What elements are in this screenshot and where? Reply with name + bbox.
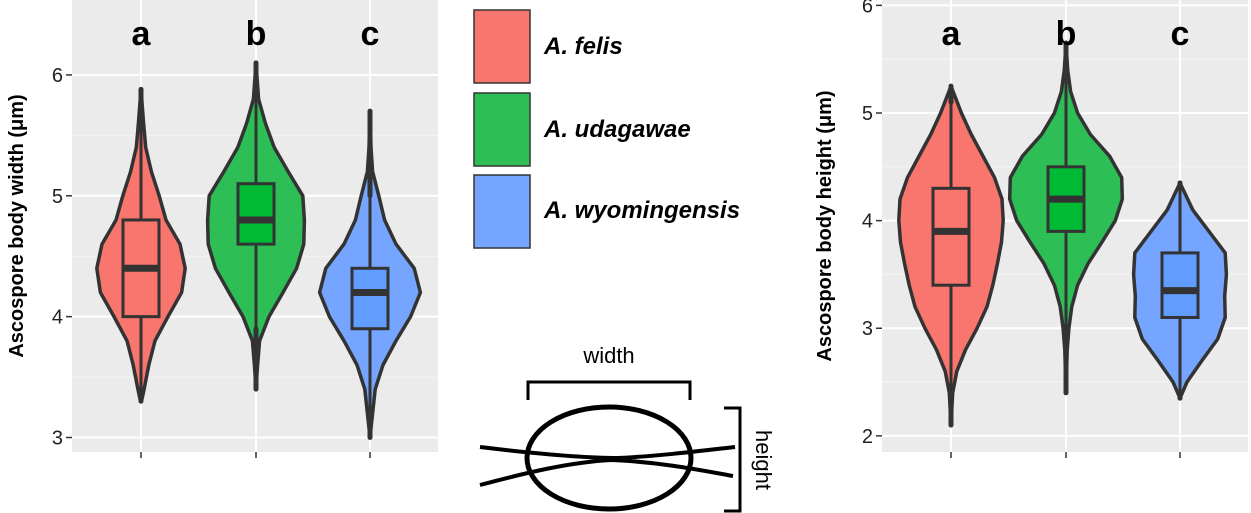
legend-label-felis: A. felis xyxy=(543,33,623,60)
width-chart: 3 4 5 6 a b c Ascospore body width (μm) xyxy=(6,0,438,458)
y-tick-label: 6 xyxy=(862,0,873,17)
ascospore-diagram: width height xyxy=(479,343,776,513)
y-tick-label: 4 xyxy=(862,211,873,233)
legend-swatch-udagawae xyxy=(473,92,531,167)
legend-item-felis: A. felis xyxy=(473,9,623,84)
height-x-axis xyxy=(950,452,1181,458)
width-box-wyomingensis xyxy=(350,266,390,331)
ascospore-lower-ridge xyxy=(479,457,734,487)
y-tick-label: 5 xyxy=(52,186,63,208)
height-bracket xyxy=(724,406,742,513)
width-significance-letter: a xyxy=(132,15,152,53)
legend-label-wyomingensis: A. wyomingensis xyxy=(543,197,740,224)
height-y-axis-title: Ascospore body height (μm) xyxy=(814,90,836,361)
ascospore-body-outline xyxy=(524,404,694,512)
height-significance-letter: a xyxy=(942,15,962,53)
height-chart: 2 3 4 5 6 a b c Ascospore body height (μm) xyxy=(814,0,1248,458)
width-y-axis: 3 4 5 6 xyxy=(52,65,72,449)
height-box-wyomingensis xyxy=(1160,251,1200,319)
legend-swatch-felis xyxy=(473,9,531,84)
width-box-udagawae xyxy=(236,182,276,246)
width-violins xyxy=(95,60,423,440)
width-significance-letter: c xyxy=(361,15,380,53)
legend-item-wyomingensis: A. wyomingensis xyxy=(473,174,740,249)
y-tick-label: 3 xyxy=(52,427,63,449)
width-significance-letters: a b c xyxy=(132,15,380,53)
legend-label-udagawae: A. udagawae xyxy=(543,116,691,143)
width-x-axis xyxy=(140,452,371,458)
height-label: height xyxy=(751,430,776,490)
height-significance-letter: b xyxy=(1056,15,1077,53)
y-tick-label: 3 xyxy=(862,318,873,340)
height-box-felis xyxy=(931,186,971,287)
legend-item-udagawae: A. udagawae xyxy=(473,92,691,167)
legend-swatch-wyomingensis xyxy=(473,174,531,249)
width-bracket xyxy=(526,380,692,400)
width-label: width xyxy=(582,343,634,368)
y-tick-label: 2 xyxy=(862,426,873,448)
y-tick-label: 4 xyxy=(52,307,63,329)
height-significance-letter: c xyxy=(1171,15,1190,53)
y-tick-label: 5 xyxy=(862,103,873,125)
height-violins xyxy=(897,40,1229,428)
height-y-axis: 2 3 4 5 6 xyxy=(862,0,882,448)
legend: A. felis A. udagawae A. wyomingensis xyxy=(473,9,740,249)
width-y-axis-title: Ascospore body width (μm) xyxy=(6,94,28,357)
y-tick-label: 6 xyxy=(52,65,63,87)
width-significance-letter: b xyxy=(246,15,267,53)
height-significance-letters: a b c xyxy=(942,15,1190,53)
ascospore-upper-ridge xyxy=(479,445,736,461)
